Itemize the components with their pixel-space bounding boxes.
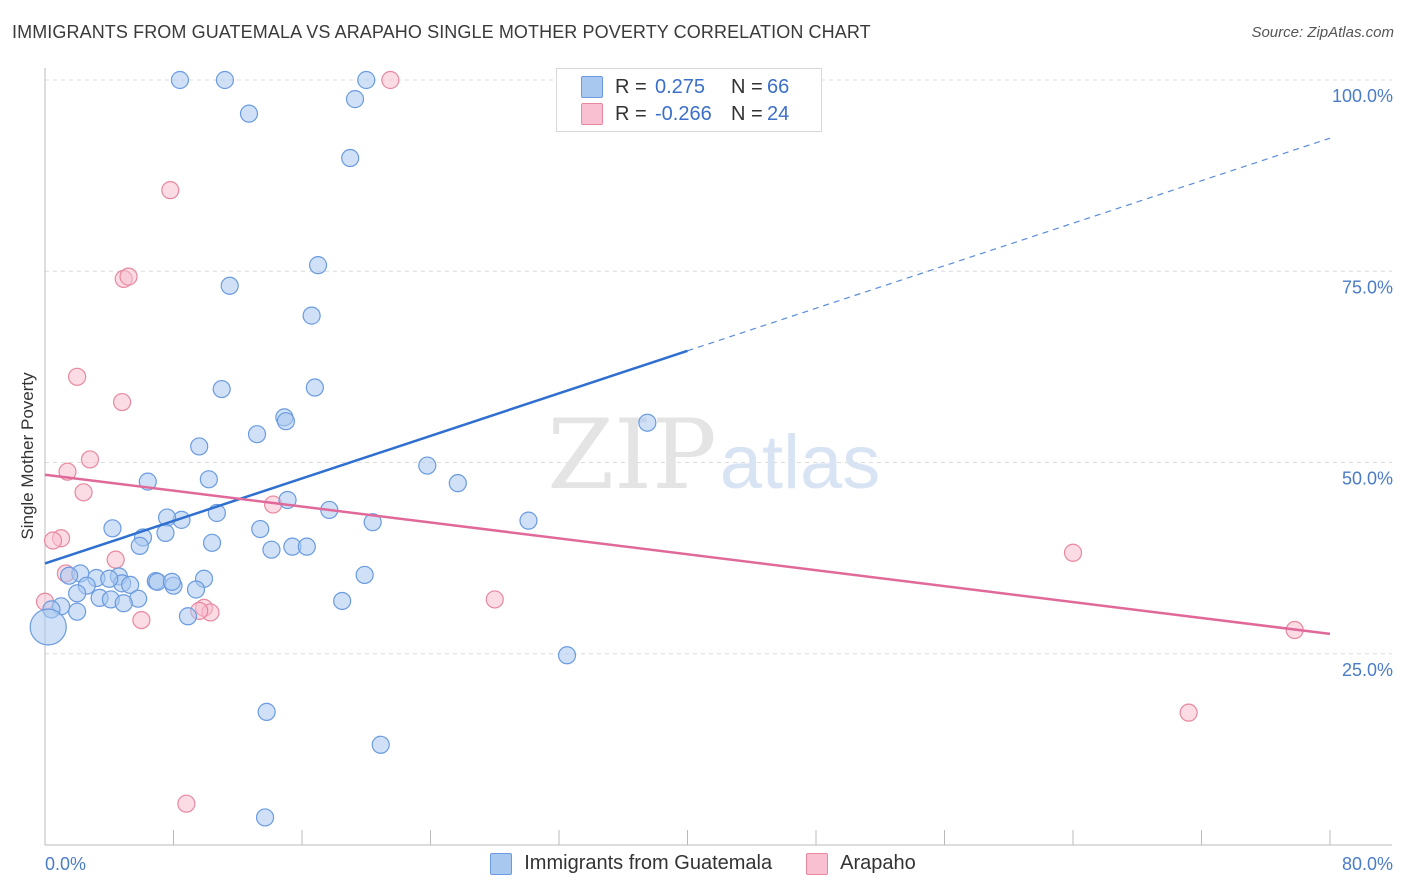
arapaho-point [1063,543,1083,562]
tick-labels: 25.0% 50.0% 75.0% 100.0% 0.0% 80.0% [45,86,1393,874]
guatemala-point [557,646,577,665]
guatemala-trend-extension [687,137,1331,352]
arapaho-point [381,70,400,90]
legend-n-value: 66 [767,75,790,98]
guatemala-point [341,148,360,168]
legend-swatch-guatemala [581,76,603,98]
guatemala-point [212,379,231,399]
legend-item-guatemala: Immigrants from Guatemala [490,852,772,875]
guatemala-point [190,437,209,456]
guatemala-trend-line [44,349,688,565]
guatemala-point [257,702,276,721]
guatemala-point [333,591,352,611]
arapaho-point [43,531,63,550]
guatemala-point [255,808,275,827]
guatemala-point [29,608,67,646]
series-legend: Immigrants from Guatemala Arapaho [0,852,1406,875]
y-axis-label: Single Mother Poverty [18,372,37,540]
arapaho-point [112,392,132,412]
guatemala-point [202,533,222,552]
guatemala-point [638,413,657,432]
arapaho-point [1179,703,1198,722]
guatemala-point [68,602,87,621]
legend-r-label: R = [615,75,647,98]
guatemala-point [302,306,321,325]
arapaho-point [161,181,180,200]
guatemala-point [239,104,259,123]
grid-lines [45,79,1392,655]
x-tick-label-max: 80.0% [1342,854,1393,874]
legend-r-value: 0.275 [655,75,706,98]
guatemala-point [247,425,267,444]
guatemala-point [130,536,149,555]
guatemala-point [276,412,296,431]
guatemala-point [355,565,374,585]
axes [44,68,1392,846]
legend-r-label: R = [615,102,647,125]
guatemala-point [519,511,538,530]
legend-label-arapaho: Arapaho [840,852,916,874]
arapaho-point [68,367,87,386]
guatemala-point [186,580,206,599]
guatemala-point [297,537,316,556]
legend-swatch-arapaho [581,103,603,125]
guatemala-point [220,276,239,295]
watermark-zip: ZIP [547,399,716,511]
guatemala-point [114,594,133,613]
correlation-legend: R = 0.275 N = 66 R = -0.266 N = 24 [556,68,822,132]
guatemala-point [121,575,140,595]
legend-label-guatemala: Immigrants from Guatemala [524,852,773,874]
legend-r-value: -0.266 [655,102,712,125]
arapaho-points [35,70,1304,813]
guatemala-point [357,70,376,90]
guatemala-point [178,607,198,626]
arapaho-point [119,267,138,286]
guatemala-point [345,90,365,109]
chart-title: IMMIGRANTS FROM GUATEMALA VS ARAPAHO SIN… [12,22,871,42]
arapaho-trend-line [44,473,1331,636]
guatemala-point [162,572,181,591]
arapaho-point [132,610,151,630]
guatemala-point [68,584,87,603]
legend-item-arapaho: Arapaho [806,852,916,875]
guatemala-point [363,513,382,532]
watermark-atlas: atlas [720,420,881,505]
chart-source: Source: ZipAtlas.com [1251,24,1394,41]
y-tick-label: 50.0% [1342,469,1393,489]
guatemala-point [448,474,467,493]
y-tick-label: 75.0% [1342,277,1393,297]
guatemala-point [103,519,122,538]
guatemala-point [251,519,270,539]
legend-n-label: N = [731,75,763,98]
guatemala-point [199,470,218,489]
y-tick-label: 25.0% [1342,660,1393,680]
guatemala-point [262,540,281,559]
guatemala-point [156,523,175,542]
guatemala-point [100,569,119,588]
y-tick-label: 100.0% [1332,86,1393,106]
arapaho-point [177,794,196,813]
legend-n-value: 24 [767,102,790,125]
guatemala-point [418,456,437,475]
legend-row-guatemala: R = 0.275 N = 66 [581,74,789,100]
arapaho-point [106,550,125,569]
arapaho-point [74,483,93,502]
guatemala-point [305,378,324,397]
trend-lines [44,137,1331,636]
guatemala-point [215,70,234,90]
guatemala-point [371,735,390,754]
watermark: ZIP atlas [547,399,880,511]
legend-swatch-arapaho [806,852,829,875]
legend-swatch-guatemala [490,852,513,875]
arapaho-point [80,450,100,469]
x-tick-label-min: 0.0% [45,854,86,874]
arapaho-point [485,590,504,609]
legend-n-label: N = [731,102,763,125]
guatemala-point [170,70,190,90]
guatemala-point [59,566,79,585]
guatemala-point [308,256,328,275]
legend-row-arapaho: R = -0.266 N = 24 [581,101,789,127]
